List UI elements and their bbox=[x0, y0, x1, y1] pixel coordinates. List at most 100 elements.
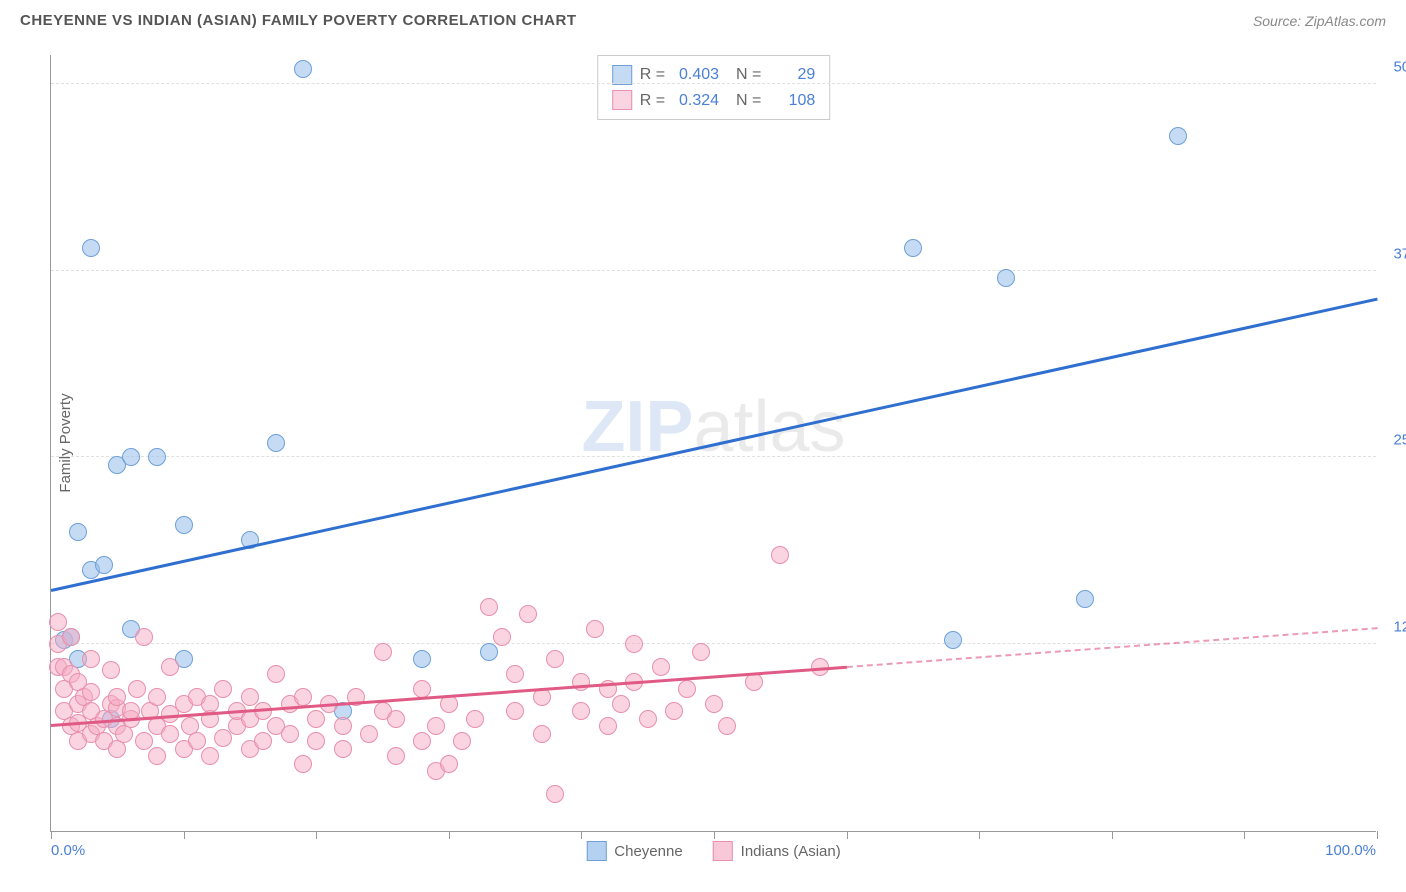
trend-line bbox=[847, 627, 1378, 668]
scatter-point bbox=[493, 628, 511, 646]
scatter-point bbox=[453, 732, 471, 750]
legend-n-value: 108 bbox=[769, 88, 815, 114]
correlation-legend: R = 0.403 N = 29R = 0.324 N = 108 bbox=[597, 55, 831, 120]
scatter-point bbox=[281, 725, 299, 743]
scatter-point bbox=[267, 434, 285, 452]
legend-swatch bbox=[612, 90, 632, 110]
legend-n-label: N = bbox=[727, 88, 761, 114]
scatter-point bbox=[82, 683, 100, 701]
source-label: Source: ZipAtlas.com bbox=[1253, 13, 1386, 29]
legend-swatch bbox=[713, 841, 733, 861]
scatter-point bbox=[413, 650, 431, 668]
scatter-point bbox=[652, 658, 670, 676]
x-tick bbox=[51, 831, 52, 839]
scatter-point bbox=[148, 688, 166, 706]
scatter-point bbox=[387, 747, 405, 765]
scatter-point bbox=[692, 643, 710, 661]
x-tick bbox=[847, 831, 848, 839]
trend-line bbox=[51, 298, 1378, 592]
scatter-point bbox=[374, 643, 392, 661]
legend-swatch bbox=[586, 841, 606, 861]
scatter-point bbox=[506, 702, 524, 720]
scatter-point bbox=[480, 598, 498, 616]
scatter-point bbox=[718, 717, 736, 735]
scatter-point bbox=[387, 710, 405, 728]
scatter-point bbox=[665, 702, 683, 720]
scatter-point bbox=[135, 628, 153, 646]
scatter-point bbox=[612, 695, 630, 713]
x-axis-max-label: 100.0% bbox=[1325, 842, 1376, 859]
scatter-point bbox=[62, 628, 80, 646]
scatter-point bbox=[533, 725, 551, 743]
y-tick-label: 37.5% bbox=[1393, 245, 1406, 262]
x-tick bbox=[449, 831, 450, 839]
series-legend-item: Indians (Asian) bbox=[713, 841, 841, 861]
scatter-point bbox=[586, 620, 604, 638]
scatter-point bbox=[519, 605, 537, 623]
scatter-point bbox=[148, 747, 166, 765]
x-axis-min-label: 0.0% bbox=[51, 842, 85, 859]
scatter-point bbox=[294, 60, 312, 78]
scatter-point bbox=[148, 448, 166, 466]
scatter-point bbox=[334, 717, 352, 735]
scatter-point bbox=[307, 732, 325, 750]
scatter-point bbox=[360, 725, 378, 743]
scatter-point bbox=[294, 688, 312, 706]
scatter-point bbox=[95, 556, 113, 574]
scatter-point bbox=[82, 239, 100, 257]
x-tick bbox=[316, 831, 317, 839]
y-tick-label: 12.5% bbox=[1393, 619, 1406, 636]
scatter-point bbox=[188, 732, 206, 750]
legend-row: R = 0.324 N = 108 bbox=[612, 88, 816, 114]
scatter-point bbox=[214, 680, 232, 698]
scatter-point bbox=[161, 725, 179, 743]
scatter-point bbox=[82, 650, 100, 668]
scatter-point bbox=[201, 695, 219, 713]
scatter-point bbox=[546, 785, 564, 803]
scatter-point bbox=[625, 635, 643, 653]
scatter-point bbox=[334, 740, 352, 758]
scatter-point bbox=[466, 710, 484, 728]
y-tick-label: 25.0% bbox=[1393, 432, 1406, 449]
scatter-point bbox=[546, 650, 564, 668]
y-axis-title: Family Poverty bbox=[57, 393, 74, 492]
x-tick bbox=[581, 831, 582, 839]
x-tick bbox=[184, 831, 185, 839]
gridline bbox=[51, 83, 1376, 84]
x-tick bbox=[1377, 831, 1378, 839]
x-tick bbox=[1112, 831, 1113, 839]
series-legend-label: Cheyenne bbox=[614, 843, 682, 860]
chart-plot-area: Family Poverty ZIPatlas 0.0% 100.0% R = … bbox=[50, 55, 1376, 832]
scatter-point bbox=[254, 702, 272, 720]
y-tick-label: 50.0% bbox=[1393, 58, 1406, 75]
scatter-point bbox=[997, 269, 1015, 287]
scatter-point bbox=[506, 665, 524, 683]
series-legend-label: Indians (Asian) bbox=[741, 843, 841, 860]
series-legend-item: Cheyenne bbox=[586, 841, 682, 861]
scatter-point bbox=[201, 747, 219, 765]
scatter-point bbox=[128, 680, 146, 698]
scatter-point bbox=[1169, 127, 1187, 145]
x-tick bbox=[979, 831, 980, 839]
gridline bbox=[51, 270, 1376, 271]
series-legend: Cheyenne Indians (Asian) bbox=[586, 841, 840, 861]
legend-swatch bbox=[612, 65, 632, 85]
scatter-point bbox=[480, 643, 498, 661]
scatter-point bbox=[267, 665, 285, 683]
chart-title: CHEYENNE VS INDIAN (ASIAN) FAMILY POVERT… bbox=[20, 12, 577, 29]
scatter-point bbox=[122, 448, 140, 466]
scatter-point bbox=[413, 732, 431, 750]
scatter-point bbox=[705, 695, 723, 713]
scatter-point bbox=[102, 661, 120, 679]
scatter-point bbox=[427, 717, 445, 735]
scatter-point bbox=[572, 702, 590, 720]
scatter-point bbox=[307, 710, 325, 728]
scatter-point bbox=[108, 688, 126, 706]
scatter-point bbox=[254, 732, 272, 750]
scatter-point bbox=[639, 710, 657, 728]
scatter-point bbox=[771, 546, 789, 564]
scatter-point bbox=[1076, 590, 1094, 608]
x-tick bbox=[714, 831, 715, 839]
scatter-point bbox=[135, 732, 153, 750]
x-tick bbox=[1244, 831, 1245, 839]
